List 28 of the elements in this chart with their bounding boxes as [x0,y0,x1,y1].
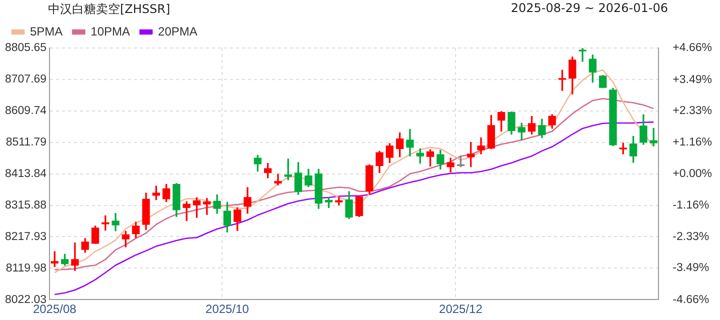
y-tick-label: 8511.79 [6,136,47,149]
candlestick [203,198,211,215]
candlestick [578,48,586,62]
x-tick-label: 2025/10 [206,302,250,316]
legend-label: 10PMA [90,24,130,38]
y2-tick-label: +3.49% [672,74,712,86]
y-tick-label: 8707.69 [4,74,47,86]
candlestick [274,174,282,186]
y2-tick-label: -3.49% [672,262,710,274]
y2-tick-label: -4.66% [672,294,710,306]
y2-tick-label: +2.33% [672,105,712,118]
y-tick-label: 8119.98 [6,262,47,274]
y-tick-label: 8805.65 [4,42,47,54]
x-tick-label: 2025/12 [439,302,483,316]
y2-tick-label: +1.16% [672,136,712,149]
legend-label: 5PMA [30,24,63,38]
y-tick-label: 8609.74 [4,105,48,118]
chart-subtitle: 2025-08-29 ~ 2026-01-06 [510,1,668,15]
y2-tick-label: -1.16% [672,199,710,212]
y-tick-label: 8217.93 [4,230,47,243]
legend-label: 20PMA [158,24,198,38]
chart-title: 中汉白糖卖空[ZHSSR] [48,1,170,18]
y-tick-label: 8413.84 [4,168,48,180]
y2-tick-label: +4.66% [672,42,712,54]
y-tick-label: 8315.88 [4,199,47,212]
candlestick [71,242,79,271]
y2-tick-label: +0.00% [672,168,712,180]
y2-tick-label: -2.33% [672,230,710,243]
